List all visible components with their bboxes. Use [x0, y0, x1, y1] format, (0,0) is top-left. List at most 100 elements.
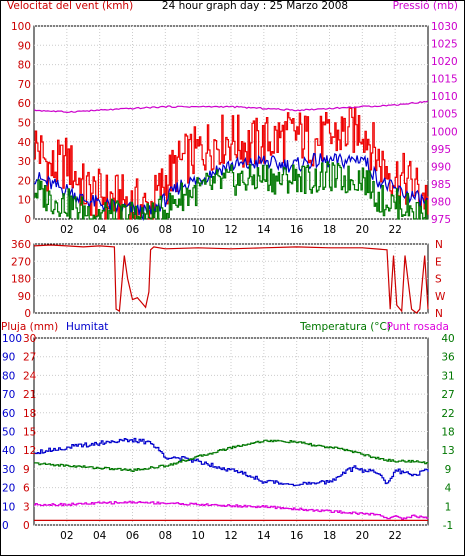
humidity-tick-label: 10	[2, 501, 15, 513]
x-tick-label: 10	[191, 530, 204, 542]
series-temperature-line	[34, 439, 429, 472]
temperature-tick-label: 13	[441, 445, 454, 457]
series-wind-line	[33, 152, 429, 222]
series-humidity-line	[34, 437, 429, 487]
humidity-tick-label: 60	[2, 408, 15, 420]
direction-tick-label: 180	[11, 274, 31, 286]
x-tick-label: 02	[60, 530, 73, 542]
compass-label: W	[435, 291, 446, 303]
direction-panel-plot-area	[33, 243, 429, 314]
x-tick-label: 08	[159, 530, 172, 542]
rain-axis-title: Pluja (mm)	[1, 321, 58, 333]
humidity-tick-label: 90	[2, 352, 15, 364]
direction-tick-label: 90	[18, 291, 31, 303]
left-axis-title: Velocitat del vent (kmh)	[7, 0, 133, 12]
temperature-tick-label: 9	[445, 464, 452, 476]
x-tick-label: 12	[224, 530, 237, 542]
rain-tick-label: 30	[23, 333, 36, 345]
humidity-tick-label: 80	[2, 370, 15, 382]
left-tick-label: 30	[18, 156, 31, 168]
left-tick-label: 0	[24, 214, 31, 226]
temperature-axis-title: Temperatura (°C)	[299, 321, 391, 333]
left-tick-label: 60	[18, 98, 31, 110]
right-tick-label: 980	[431, 196, 451, 208]
temperature-tick-label: 40	[441, 333, 454, 345]
rain-tick-label: 27	[23, 352, 36, 364]
x-tick-label: 20	[356, 224, 369, 236]
x-tick-label: 06	[126, 530, 140, 542]
x-tick-label: 22	[388, 530, 401, 542]
right-tick-label: 1020	[431, 56, 458, 68]
dewpoint-axis-title: Punt rosada	[387, 321, 449, 333]
left-tick-label: 100	[11, 21, 31, 33]
humidity-tick-label: 50	[2, 427, 15, 439]
direction-tick-label: 360	[11, 239, 31, 251]
temperature-tick-label: -1	[443, 520, 453, 532]
temperature-tick-label: 4	[445, 483, 452, 495]
right-tick-label: 985	[431, 179, 451, 191]
x-tick-label: 12	[224, 224, 237, 236]
compass-label: N	[435, 239, 443, 251]
humidity-axis-title: Humitat	[66, 321, 108, 333]
direction-tick-label: 270	[11, 256, 31, 268]
rain-tick-label: 3	[23, 501, 30, 513]
series-pressure-line	[33, 100, 429, 114]
x-tick-label: 18	[323, 530, 336, 542]
left-tick-label: 10	[18, 195, 31, 207]
humidity-tick-label: 100	[2, 333, 22, 345]
right-tick-label: 1030	[431, 21, 458, 33]
series-wind_low-line	[34, 161, 428, 220]
right-axis-title: Pressió (mb)	[393, 0, 458, 12]
compass-label: S	[435, 274, 442, 286]
right-tick-label: 1010	[431, 91, 458, 103]
rain-tick-label: 0	[23, 520, 30, 532]
compass-label: E	[435, 256, 442, 268]
left-tick-label: 40	[18, 137, 31, 149]
right-tick-label: 1005	[431, 109, 458, 121]
x-tick-label: 16	[290, 530, 304, 542]
right-tick-label: 995	[431, 144, 451, 156]
rain-tick-label: 6	[23, 483, 30, 495]
left-tick-label: 90	[18, 40, 31, 52]
x-tick-label: 08	[159, 224, 172, 236]
right-tick-label: 990	[431, 161, 451, 173]
left-tick-label: 50	[18, 118, 31, 130]
temperature-tick-label: 31	[441, 370, 454, 382]
rain-tick-label: 12	[23, 445, 36, 457]
x-tick-label: 20	[356, 530, 369, 542]
x-tick-label: 06	[126, 224, 140, 236]
rain-tick-label: 15	[23, 427, 36, 439]
left-tick-label: 70	[18, 79, 31, 91]
x-tick-label: 04	[93, 530, 107, 542]
compass-label: N	[435, 308, 443, 320]
x-tick-label: 14	[257, 530, 271, 542]
x-tick-label: 02	[60, 224, 73, 236]
series-gust-line	[34, 106, 429, 220]
temperature-tick-label: 18	[441, 427, 454, 439]
humidity-tick-label: 0	[2, 520, 9, 532]
left-tick-label: 20	[18, 175, 31, 187]
rain-tick-label: 24	[23, 370, 37, 382]
x-tick-label: 04	[93, 224, 107, 236]
humidity-tick-label: 20	[2, 483, 15, 495]
direction-tick-label: 0	[24, 308, 31, 320]
series-dewpoint-line	[34, 500, 429, 521]
rain-tick-label: 9	[23, 464, 30, 476]
x-tick-label: 16	[290, 224, 304, 236]
x-tick-label: 22	[388, 224, 401, 236]
humidity-tick-label: 30	[2, 464, 15, 476]
x-tick-label: 10	[191, 224, 204, 236]
temperature-tick-label: 36	[441, 352, 455, 364]
rain-tick-label: 18	[23, 408, 36, 420]
humidity-tick-label: 70	[2, 389, 15, 401]
humidity-tick-label: 40	[2, 445, 15, 457]
temperature-tick-label: 22	[441, 408, 454, 420]
right-tick-label: 1000	[431, 126, 458, 138]
right-tick-label: 1025	[431, 39, 458, 51]
right-tick-label: 1015	[431, 74, 458, 86]
rain-tick-label: 21	[23, 389, 36, 401]
series-direction-line	[33, 244, 429, 314]
left-tick-label: 80	[18, 60, 31, 72]
x-tick-label: 18	[323, 224, 336, 236]
